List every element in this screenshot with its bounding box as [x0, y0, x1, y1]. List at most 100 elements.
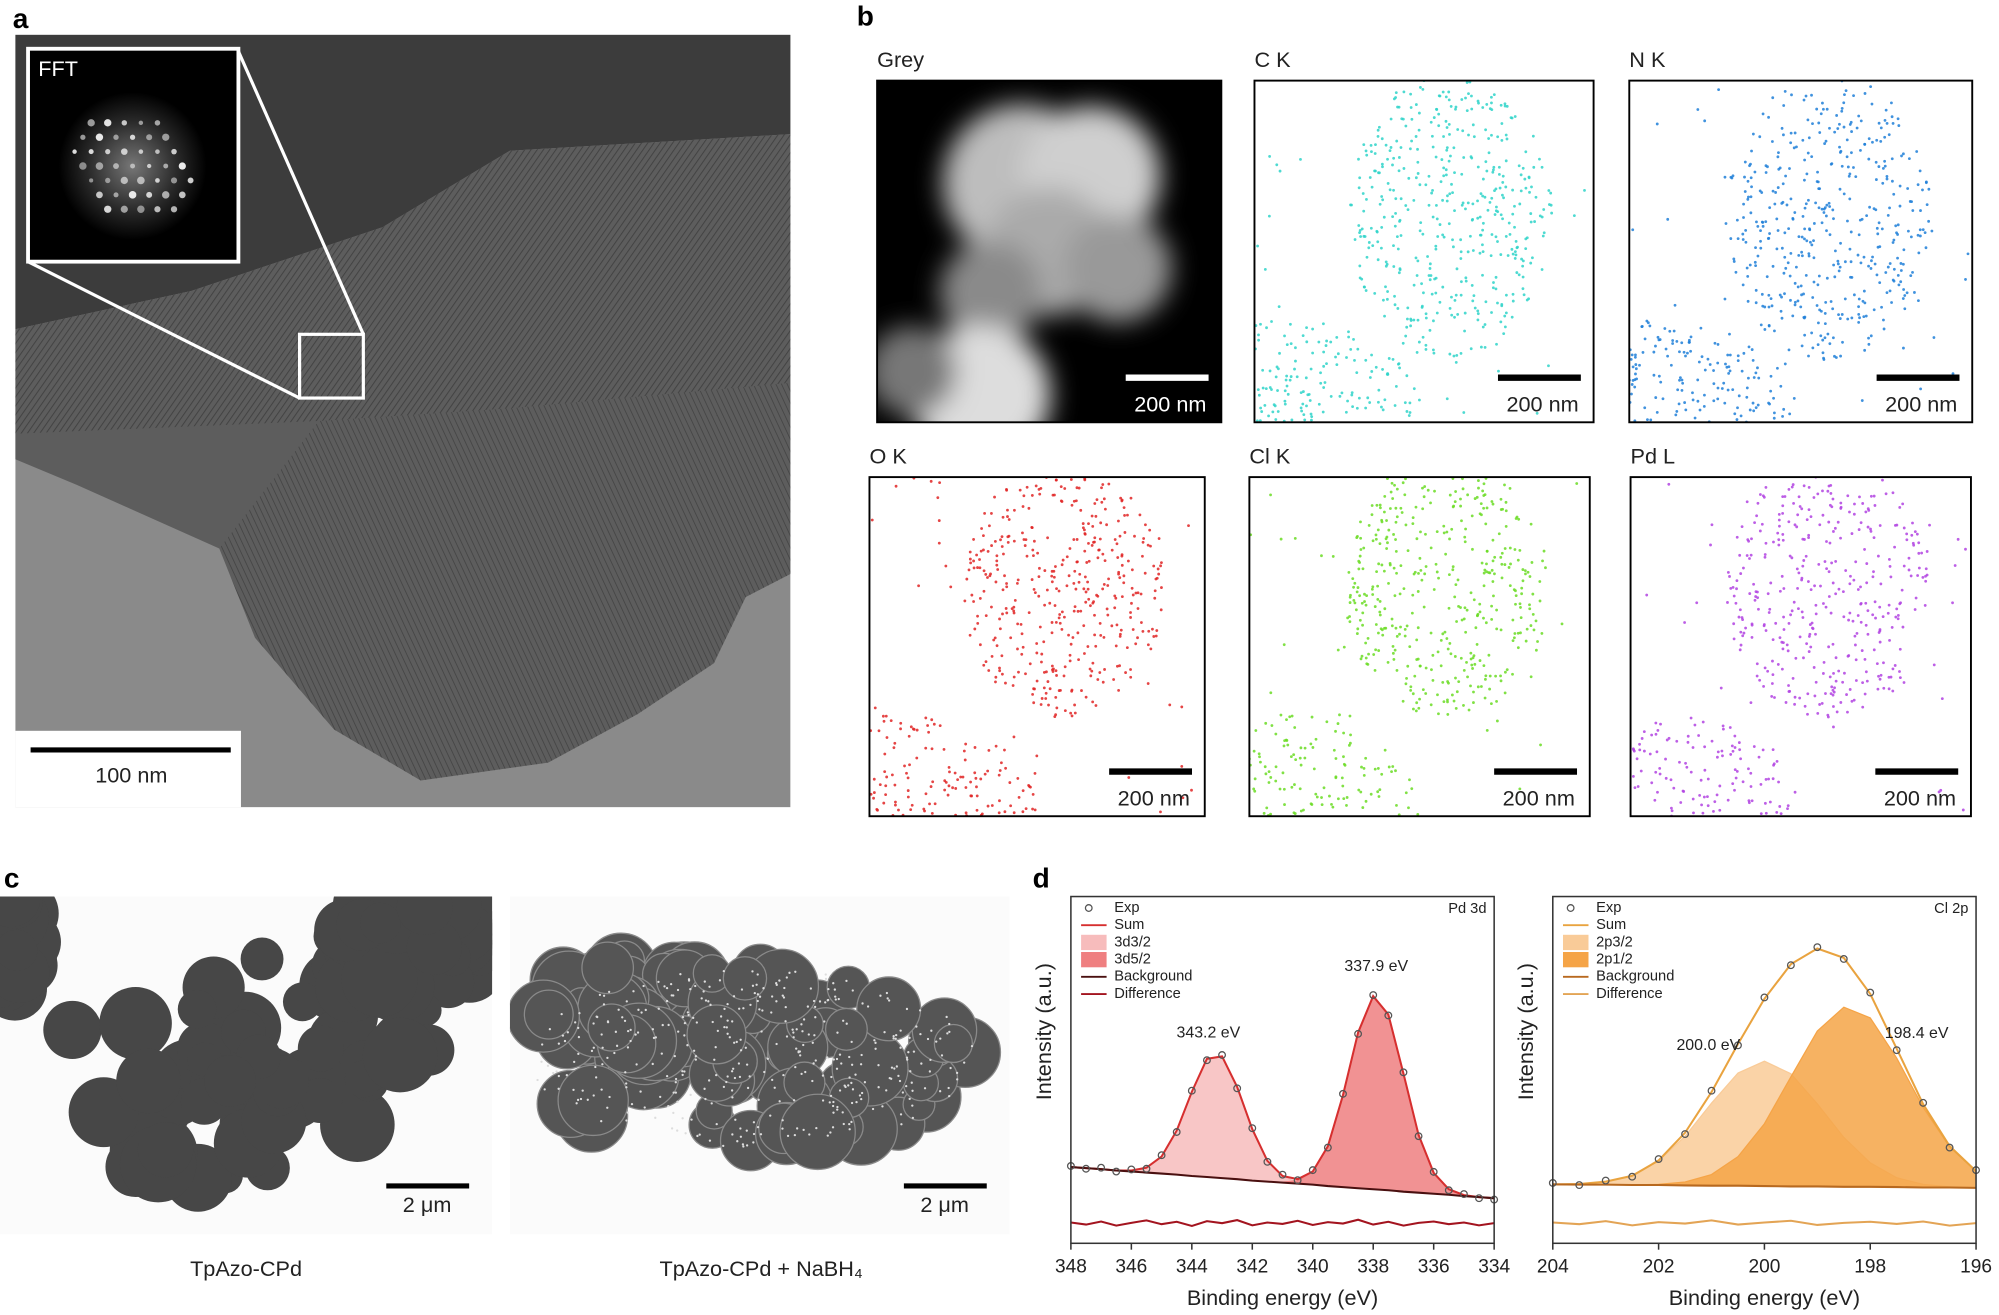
- chart-title: Pd 3d: [1448, 901, 1486, 917]
- map-dot: [1804, 273, 1808, 277]
- map-dot: [1042, 670, 1046, 674]
- map-dot: [1848, 688, 1852, 691]
- sem-speck: [812, 999, 816, 1003]
- area-fill: [1070, 996, 1495, 1199]
- map-dot: [1429, 703, 1433, 707]
- map-dot: [1867, 264, 1870, 268]
- map-dot: [1352, 585, 1355, 589]
- map-dot: [1893, 545, 1896, 549]
- map-dot: [1733, 412, 1737, 416]
- map-dot: [1853, 502, 1856, 506]
- sem-image: [0, 896, 493, 1235]
- sem-speck: [928, 1070, 932, 1073]
- map-dot: [1729, 753, 1733, 756]
- map-dot: [1130, 601, 1133, 605]
- map-dot: [1042, 686, 1046, 690]
- map-dot: [1403, 493, 1407, 497]
- map-dot: [1817, 206, 1821, 210]
- map-dot: [1393, 303, 1397, 307]
- map-dot: [1834, 249, 1837, 253]
- map-dot: [1293, 536, 1297, 540]
- map-dot: [1435, 570, 1439, 574]
- map-dot: [1791, 676, 1795, 680]
- sem-speck: [899, 1029, 902, 1032]
- sem-speck: [782, 996, 786, 999]
- map-dot: [1513, 632, 1517, 635]
- map-dot: [1075, 538, 1079, 541]
- map-dot: [1736, 354, 1740, 358]
- map-dot: [1783, 89, 1787, 93]
- point: [1233, 1084, 1242, 1093]
- map-dot: [1494, 187, 1498, 191]
- map-dot: [1721, 727, 1725, 731]
- map-bg: [869, 477, 1205, 817]
- map-dot: [1129, 611, 1132, 614]
- map-dot: [1800, 254, 1804, 258]
- map-dot: [1917, 551, 1921, 555]
- map-dot: [1424, 532, 1427, 536]
- scale-bar-label: 200 nm: [1134, 391, 1206, 416]
- map-dot: [1427, 274, 1431, 277]
- map-dot: [1052, 575, 1056, 579]
- map-dot: [1123, 531, 1127, 534]
- map-dot: [1913, 608, 1917, 611]
- map-dot: [1807, 486, 1811, 489]
- map-dot: [1882, 318, 1885, 322]
- map-dot: [1475, 643, 1479, 646]
- map-dot: [1767, 305, 1771, 309]
- map-dot: [1698, 408, 1702, 412]
- map-dot: [1882, 686, 1886, 690]
- map-dot: [1889, 575, 1893, 579]
- map-dot: [1747, 799, 1751, 803]
- sem-speck: [908, 1036, 911, 1040]
- map-dot: [1729, 237, 1733, 240]
- map-dot: [1456, 578, 1460, 582]
- map-dot: [1681, 381, 1685, 385]
- map-dot: [1484, 674, 1488, 678]
- sem-speck: [606, 1106, 609, 1109]
- sem-speck: [626, 1046, 630, 1049]
- map-dot: [1878, 605, 1882, 609]
- map-tile: [1254, 80, 1594, 423]
- map-dot: [1670, 806, 1673, 810]
- map-dot: [1665, 738, 1669, 742]
- map-dot: [1754, 264, 1758, 268]
- map-dot: [1767, 293, 1771, 297]
- sem-speck: [723, 1025, 726, 1029]
- sem-speck: [676, 988, 680, 992]
- map-dot: [1883, 135, 1887, 139]
- map-dot: [1734, 776, 1738, 780]
- map-dot: [1796, 513, 1800, 517]
- map-dot: [1695, 601, 1699, 605]
- map-dot: [1469, 347, 1473, 351]
- map-dot: [943, 779, 947, 783]
- map-dot: [1878, 629, 1882, 633]
- map-dot: [1080, 689, 1083, 692]
- map-dot: [1803, 237, 1806, 241]
- map-dot: [1364, 656, 1368, 660]
- sem-speck: [606, 1056, 609, 1060]
- map-dot: [1362, 546, 1366, 550]
- sem-speck: [581, 1089, 584, 1092]
- map-dot: [1905, 291, 1909, 295]
- map-dot: [1486, 208, 1490, 212]
- map-dot: [1407, 176, 1411, 180]
- map-dot: [1126, 559, 1130, 563]
- map-dot: [1013, 598, 1017, 602]
- map-dot: [1062, 615, 1066, 619]
- map-dot: [1771, 777, 1775, 781]
- map-dot: [1031, 807, 1034, 811]
- point: [1127, 1165, 1136, 1174]
- map-dot: [1675, 410, 1679, 413]
- map-dot: [1381, 633, 1385, 637]
- sem-speck: [877, 1064, 880, 1067]
- sem-speck: [704, 1097, 707, 1101]
- fft-spot: [171, 148, 177, 155]
- map-dot: [1355, 536, 1359, 539]
- map-dot: [1755, 220, 1758, 224]
- map-dot: [1048, 601, 1052, 605]
- map-dot: [1379, 246, 1383, 250]
- map-dot: [1838, 122, 1841, 126]
- map-dot: [1723, 297, 1727, 301]
- map-dot: [1766, 592, 1770, 596]
